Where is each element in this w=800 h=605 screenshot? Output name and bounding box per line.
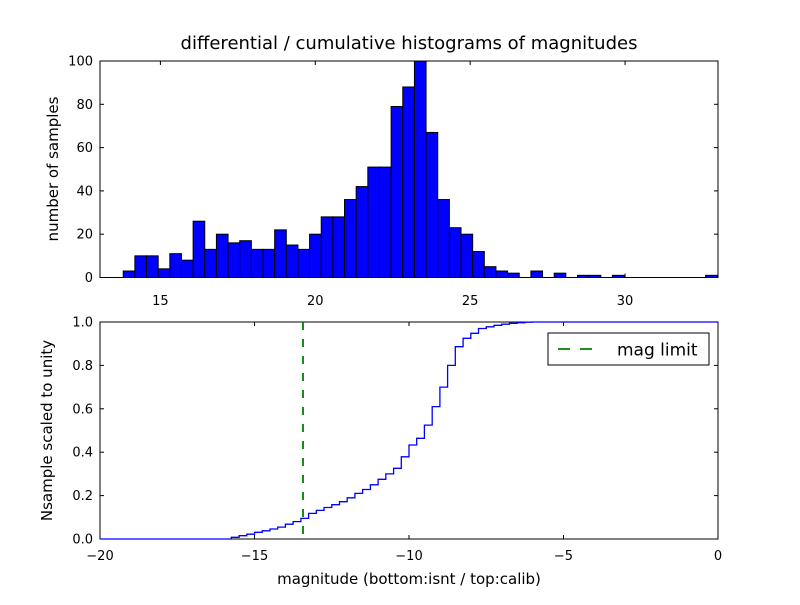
histogram-bar [390,105,404,278]
histogram-bar [576,274,590,278]
histogram-bar [530,270,544,279]
x-tick-label: 20 [307,294,324,309]
histogram-bar [157,268,171,278]
histogram-bar [611,274,625,278]
histogram-bar [367,166,380,279]
y-tick-label: 80 [76,98,93,113]
legend-label: mag limit [617,341,698,361]
histogram-bar [448,227,462,278]
x-tick-label: 25 [462,294,479,309]
y-tick-label: 0.6 [72,402,93,417]
x-tick-label: −20 [86,549,113,564]
x-tick-label: −10 [395,549,422,564]
histogram-bar [705,274,718,278]
histogram-bar [297,248,311,278]
y-tick-label: 40 [76,184,93,199]
histogram-bar [169,253,182,278]
histogram-bar [250,248,264,278]
x-tick-label: −5 [554,549,573,564]
y-tick-label: 0.4 [72,446,93,461]
histogram-bar [274,229,287,278]
histogram-bar [472,251,485,279]
top-y-axis-label: number of samples [44,96,62,241]
x-tick-label: 15 [152,294,169,309]
histogram-bar [192,220,206,279]
y-tick-label: 0.0 [72,533,93,548]
histogram-bar [180,259,194,278]
histogram-bar [262,248,276,278]
x-tick-label: 0 [714,549,722,564]
top-histogram-plot: 15 20 25 30 0 20 40 60 80 100 [68,55,719,309]
bottom-x-axis-label: magnitude (bottom:isnt / top:calib) [277,570,541,588]
y-tick-label: 100 [68,55,93,70]
histogram-bar [483,266,497,278]
chart-title: differential / cumulative histograms of … [181,33,638,54]
y-tick-label: 1.0 [72,316,93,331]
histogram-bar [495,270,509,279]
x-tick-label: −15 [241,549,268,564]
histogram-bar [309,233,322,278]
histogram-bar [402,86,415,279]
histogram-bar [134,255,148,279]
y-tick-label: 0.2 [72,489,93,504]
y-tick-label: 0 [85,271,93,286]
histogram-bar [227,242,241,278]
histogram-bar [507,272,520,279]
histogram-bar [239,240,252,279]
histogram-bar [285,244,299,278]
histogram-bar [122,270,136,279]
histogram-bar [588,274,602,278]
y-tick-label: 0.8 [72,359,93,374]
cumulative-step-curve [100,321,718,540]
legend: mag limit [547,332,710,366]
histogram-bar [553,272,567,279]
bottom-y-axis-label: Nsample scaled to unity [38,340,56,521]
histogram-bar [460,233,474,278]
histogram-bar [344,199,357,278]
histogram-bar [215,233,229,278]
bottom-cumulative-plot: −20 −15 −10 −5 0 0.0 0.2 0.4 0.6 0.8 1.0 [72,316,722,565]
histogram-bar [413,60,427,278]
histogram-bar [378,166,392,279]
histogram-bar [204,248,217,278]
y-tick-label: 20 [76,228,93,243]
legend-box [547,332,710,366]
histogram-bar [146,255,159,279]
histogram-bar [332,216,346,279]
histogram-bar [437,199,450,278]
y-tick-label: 60 [76,141,93,156]
x-tick-label: 30 [617,294,634,309]
histogram-bar [355,186,369,279]
histogram-bar [425,131,439,278]
histogram-bar [320,216,334,279]
